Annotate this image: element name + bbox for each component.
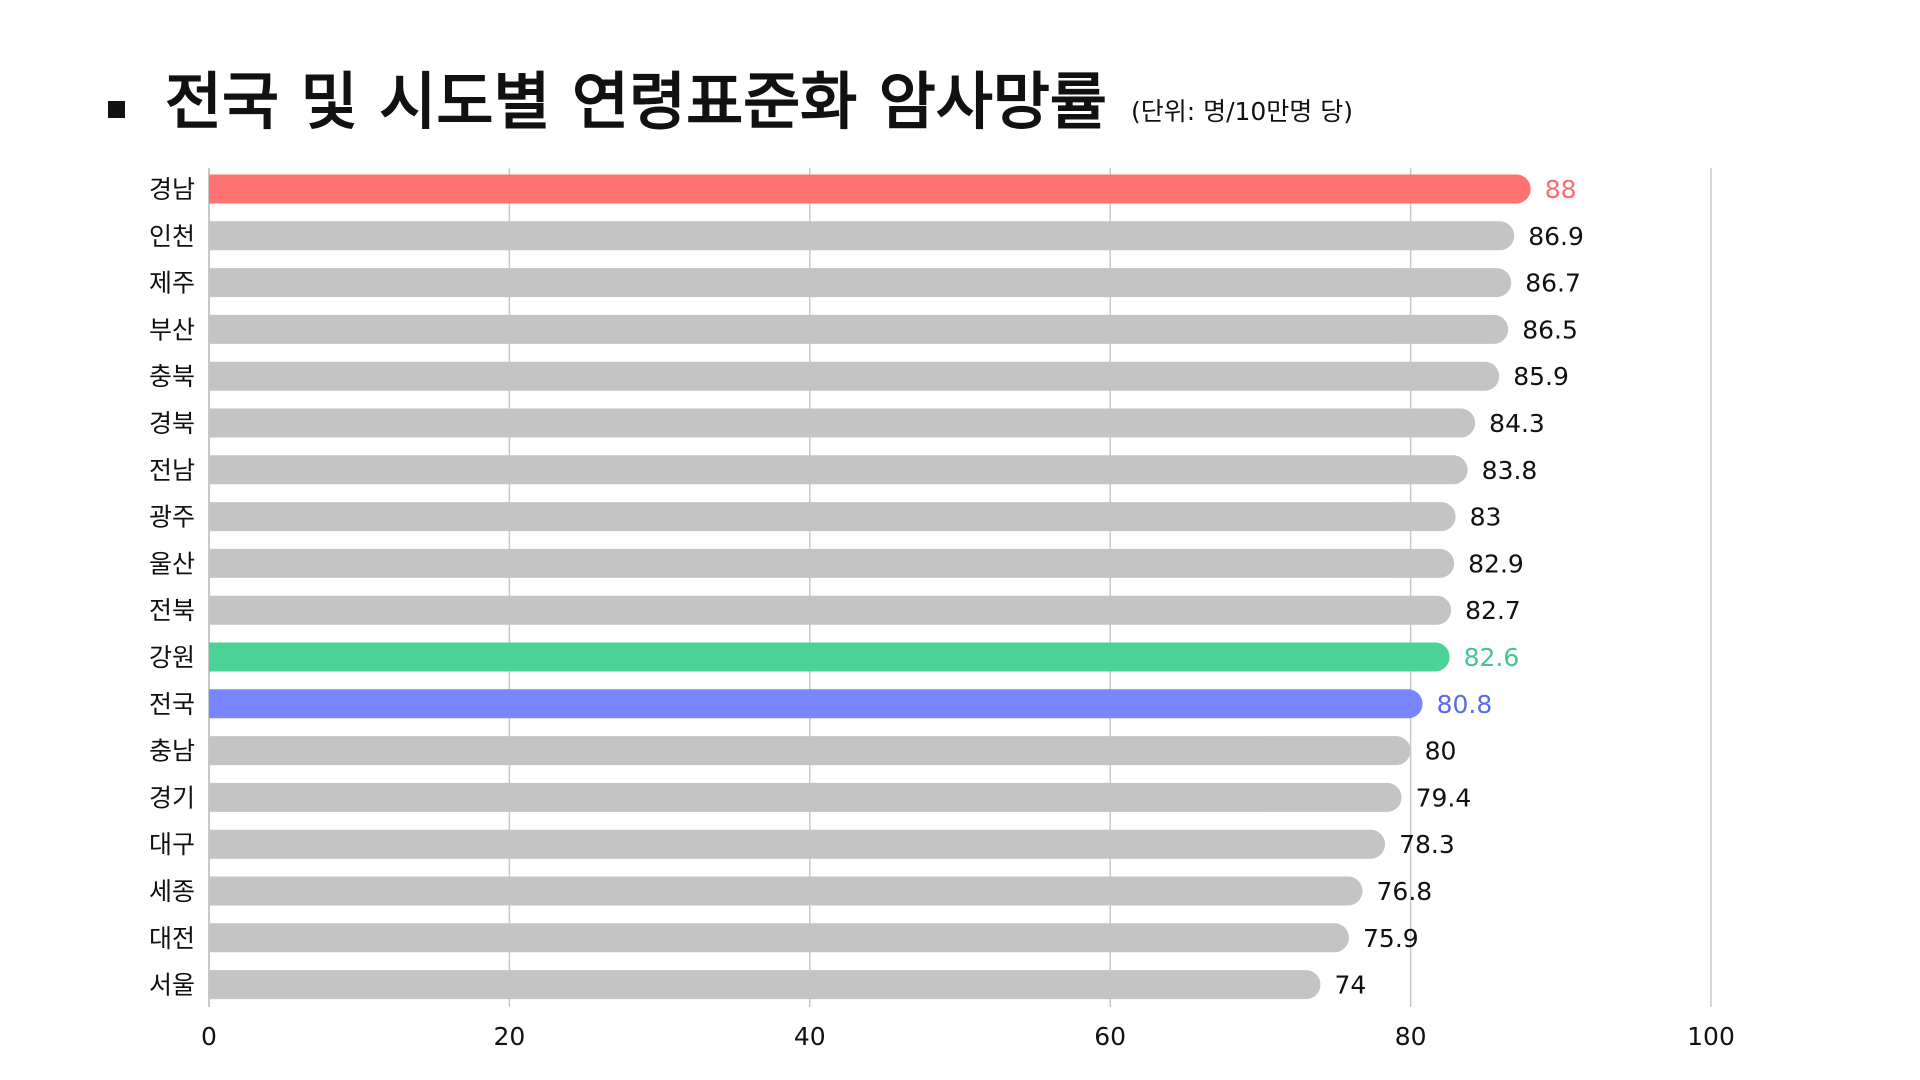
- category-label: 인천: [149, 222, 195, 251]
- chart-subtitle: (단위: 명/10만명 당): [1130, 97, 1354, 127]
- bar-제주: [209, 268, 1512, 298]
- x-axis-ticks: 0 20 40 60 80 100: [201, 1022, 1735, 1051]
- value-label: 86.5: [1522, 315, 1578, 344]
- gridlines: [208, 168, 1712, 1007]
- bar-부산: [209, 314, 1509, 344]
- bar-울산: [209, 548, 1455, 578]
- category-label: 대전: [149, 924, 195, 953]
- category-label: 서울: [149, 971, 195, 1000]
- x-tick-label: 0: [201, 1022, 217, 1051]
- category-label: 제주: [149, 269, 195, 298]
- bar-전북: [209, 595, 1452, 625]
- value-label: 80: [1425, 737, 1457, 766]
- category-label: 경북: [149, 409, 195, 438]
- value-label: 86.9: [1528, 222, 1584, 251]
- bar-세종: [209, 876, 1363, 906]
- value-label: 88: [1545, 175, 1577, 204]
- category-label: 전국: [149, 690, 195, 719]
- x-tick-label: 40: [794, 1022, 826, 1051]
- category-label: 경남: [149, 175, 195, 204]
- bar-충남: [209, 736, 1411, 766]
- title-bullet: [108, 101, 125, 119]
- value-labels: 88 86.9 86.7 86.5 85.9 84.3 83.8 83 82.9 82.7 82.6…: [1334, 175, 1583, 1000]
- value-label: 83: [1470, 503, 1502, 532]
- value-label: 85.9: [1513, 362, 1569, 391]
- x-tick-label: 80: [1395, 1022, 1427, 1051]
- x-tick-label: 60: [1094, 1022, 1126, 1051]
- category-label: 부산: [149, 315, 195, 344]
- bar-대구: [209, 829, 1386, 859]
- value-label: 78.3: [1399, 830, 1455, 859]
- category-label: 충남: [149, 737, 195, 766]
- category-label: 충북: [149, 362, 195, 391]
- value-label: 79.4: [1416, 783, 1472, 812]
- category-label: 전남: [149, 456, 195, 485]
- title-row: 전국 및 시도별 연령표준화 암사망률 (단위: 명/10만명 당): [108, 65, 1354, 138]
- category-label: 울산: [149, 549, 195, 578]
- value-label: 84.3: [1489, 409, 1545, 438]
- value-label: 74: [1334, 971, 1366, 1000]
- category-label: 경기: [149, 783, 195, 812]
- bar-충북: [209, 361, 1500, 391]
- category-label: 세종: [149, 877, 195, 906]
- bar-경남: [209, 174, 1531, 204]
- value-label: 86.7: [1525, 269, 1581, 298]
- bar-광주: [209, 502, 1456, 532]
- bar-대전: [209, 923, 1349, 953]
- bar-서울: [209, 970, 1321, 1000]
- value-label: 82.7: [1465, 596, 1521, 625]
- x-tick-label: 100: [1687, 1022, 1735, 1051]
- value-label: 83.8: [1482, 456, 1538, 485]
- value-label: 82.6: [1464, 643, 1520, 672]
- category-label: 강원: [149, 643, 195, 672]
- value-label: 75.9: [1363, 924, 1419, 953]
- bar-전국: [209, 689, 1423, 719]
- value-label: 80.8: [1437, 690, 1493, 719]
- category-label: 광주: [149, 503, 195, 532]
- category-label: 대구: [149, 830, 195, 859]
- bar-전남: [209, 455, 1468, 485]
- value-label: 82.9: [1468, 549, 1524, 578]
- value-label: 76.8: [1377, 877, 1433, 906]
- bar-강원: [209, 642, 1450, 672]
- bar-인천: [209, 221, 1515, 251]
- bar-경북: [209, 408, 1476, 438]
- bars: [209, 174, 1531, 1000]
- category-label: 전북: [149, 596, 195, 625]
- bar-경기: [209, 782, 1402, 812]
- x-tick-label: 20: [493, 1022, 525, 1051]
- chart-title: 전국 및 시도별 연령표준화 암사망률: [165, 65, 1107, 138]
